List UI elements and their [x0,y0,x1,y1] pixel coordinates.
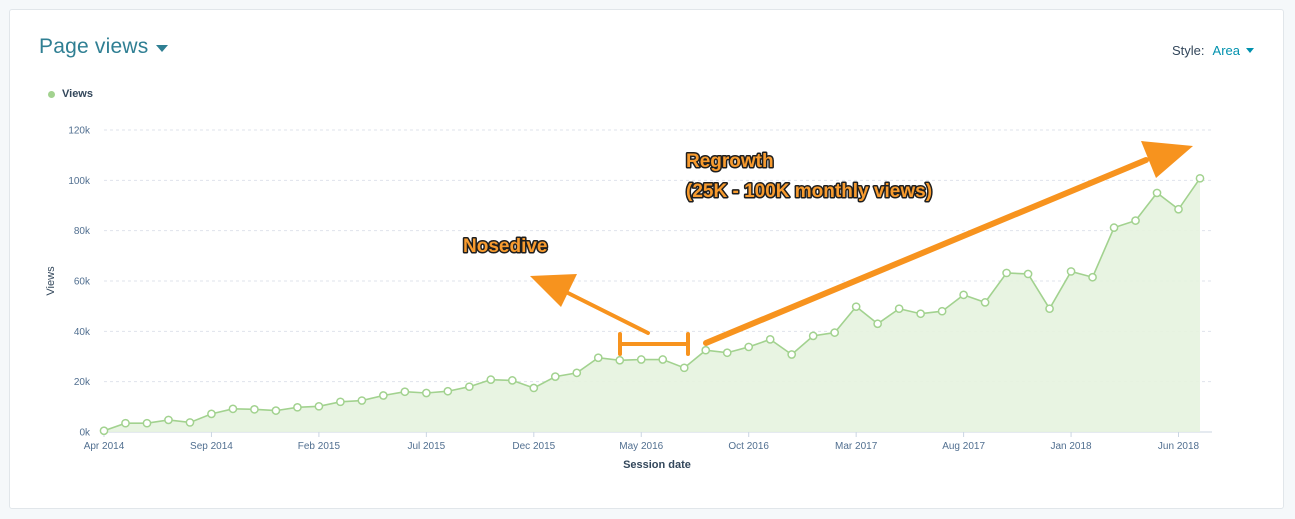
data-point[interactable] [787,350,797,359]
data-point[interactable] [765,335,775,344]
data-point[interactable] [722,348,732,358]
data-point[interactable] [980,298,990,307]
data-point[interactable] [1195,173,1205,183]
annotations: Nosedive Regrowth (25K - 100K monthly vi… [462,141,1193,356]
chevron-down-icon [1246,48,1254,53]
data-point[interactable] [1002,268,1011,278]
data-point[interactable] [464,382,474,392]
data-point[interactable] [400,387,410,397]
x-tick-label: Jul 2015 [407,441,445,452]
series-points [99,173,1205,436]
data-point[interactable] [99,426,109,436]
y-axis-ticks: 0k 20k 40k 60k 80k 100k 120k [68,126,91,439]
data-point[interactable] [916,309,925,319]
data-point[interactable] [336,397,345,407]
x-tick-label: Apr 2014 [84,441,125,452]
data-point[interactable] [379,391,388,400]
data-point[interactable] [250,405,259,414]
regrowth-arrow [703,141,1193,346]
data-point[interactable] [550,372,560,381]
data-point[interactable] [443,386,453,396]
data-point[interactable] [615,355,625,365]
data-point[interactable] [937,306,947,316]
data-point[interactable] [1023,269,1033,279]
data-point[interactable] [486,375,496,385]
style-label: Style: [1172,43,1205,58]
x-tick-label: Feb 2015 [298,441,341,452]
style-control: Style: Area [1172,43,1254,58]
data-point[interactable] [959,290,968,300]
data-point[interactable] [1174,204,1183,214]
data-point[interactable] [185,418,195,427]
annotation-regrowth-line2: (25K - 100K monthly views) [686,181,932,202]
data-point[interactable] [701,345,711,355]
legend-swatch-views [48,90,55,98]
data-point[interactable] [121,418,130,428]
legend-label-views: Views [62,88,93,100]
y-tick-label: 0k [79,428,91,439]
x-tick-label: Mar 2017 [835,441,878,452]
nosedive-bracket [618,332,690,356]
data-point[interactable] [271,406,281,415]
y-tick-label: 40k [74,327,91,338]
nosedive-arrow [530,274,650,335]
data-point[interactable] [164,415,173,425]
data-point[interactable] [873,319,882,329]
chevron-down-icon [156,44,169,52]
series-area-views [104,178,1200,432]
data-point[interactable] [894,304,904,314]
data-point[interactable] [529,383,539,393]
y-tick-label: 120k [68,126,91,137]
data-point[interactable] [314,401,324,411]
x-tick-label: Jun 2018 [1158,441,1200,452]
data-point[interactable] [679,363,689,373]
y-tick-label: 20k [74,377,91,388]
x-tick-label: Dec 2015 [512,441,555,452]
data-point[interactable] [593,353,603,363]
x-tick-label: May 2016 [619,441,663,452]
data-point[interactable] [744,342,754,352]
data-point[interactable] [142,418,152,428]
chart-legend[interactable]: Views [48,88,93,100]
data-point[interactable] [636,355,646,364]
x-tick-label: Aug 2017 [942,441,985,452]
style-value: Area [1212,43,1240,58]
x-axis-ticks: Apr 2014 Sep 2014 Feb 2015 Jul 2015 Dec 2015… [84,432,1200,452]
data-point[interactable] [507,376,517,385]
y-tick-label: 80k [74,226,91,237]
data-point[interactable] [422,388,431,398]
x-tick-label: Sep 2014 [190,441,233,452]
data-point[interactable] [357,396,367,405]
annotation-regrowth-line1: Regrowth [686,151,774,172]
data-point[interactable] [851,302,861,312]
data-point[interactable] [293,402,302,412]
annotation-nosedive: Nosedive [463,236,547,257]
data-point[interactable] [1066,267,1076,276]
y-axis-title: Views [45,266,57,296]
y-tick-label: 100k [68,176,91,187]
data-point[interactable] [808,331,818,341]
series-line-views [103,177,1201,432]
style-dropdown[interactable]: Area [1213,43,1254,58]
data-point[interactable] [228,404,238,414]
page-title: Page views [39,35,149,58]
data-point[interactable] [1131,216,1140,225]
report-title-dropdown[interactable]: Page views [39,35,169,59]
data-point[interactable] [658,355,668,364]
x-tick-label: Oct 2016 [728,441,769,452]
x-tick-label: Jan 2018 [1050,441,1092,452]
data-point[interactable] [1109,223,1119,232]
data-point[interactable] [1152,188,1162,198]
data-point[interactable] [572,368,582,378]
data-point[interactable] [1045,304,1054,314]
y-tick-label: 60k [74,277,91,288]
data-point[interactable] [1088,272,1097,282]
data-point[interactable] [207,409,216,419]
x-axis-title: Session date [623,459,691,471]
data-point[interactable] [830,328,840,337]
